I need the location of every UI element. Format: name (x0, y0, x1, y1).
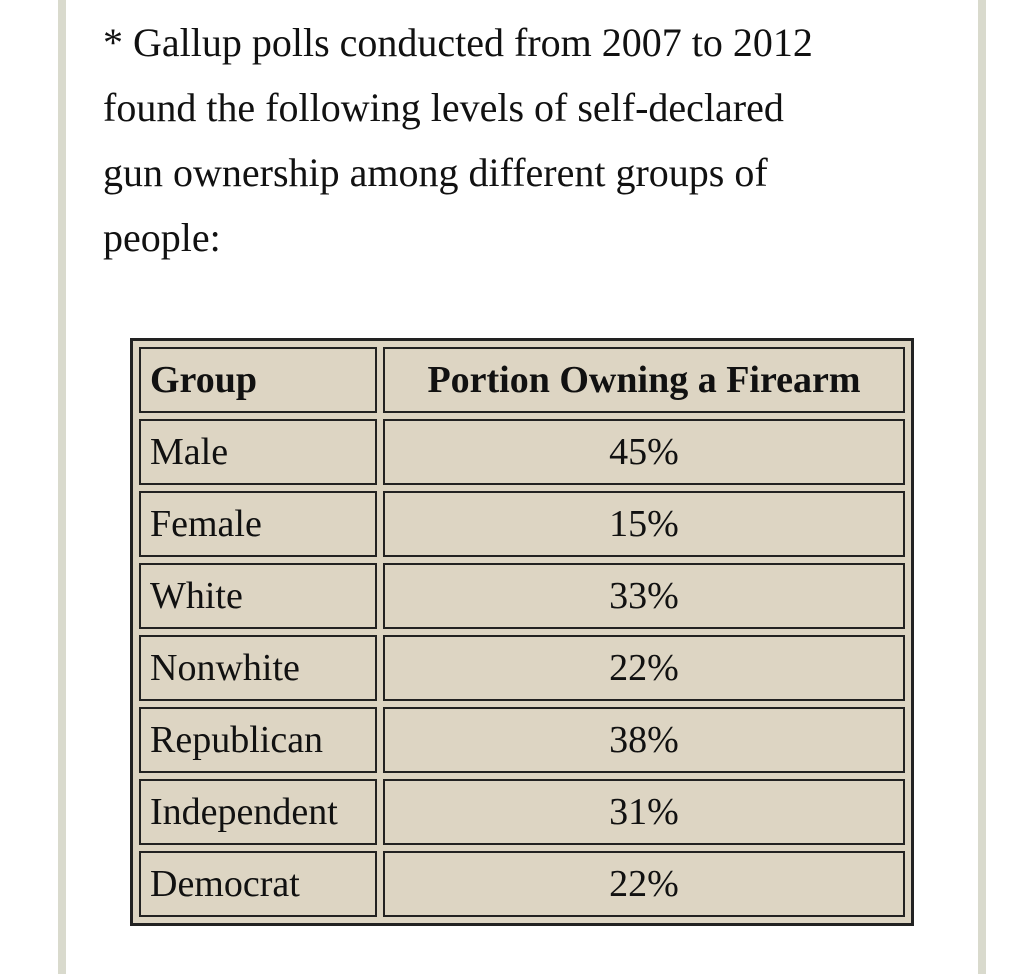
table-row: Republican 38% (139, 707, 905, 773)
left-rail (58, 0, 66, 974)
header-cell: Portion Owning a Firearm (383, 347, 905, 413)
value-cell: 15% (383, 491, 905, 557)
group-cell: Female (139, 491, 377, 557)
table-row: Nonwhite 22% (139, 635, 905, 701)
intro-line: people: (103, 215, 221, 260)
intro-line: gun ownership among different groups of (103, 150, 768, 195)
intro-text: * Gallup polls conducted from 2007 to 20… (103, 10, 813, 270)
intro-line: * Gallup polls conducted from 2007 to 20… (103, 20, 813, 65)
value-cell: 45% (383, 419, 905, 485)
table-row: White 33% (139, 563, 905, 629)
table-row: Male 45% (139, 419, 905, 485)
value-cell: 22% (383, 851, 905, 917)
value-cell: 38% (383, 707, 905, 773)
table-row: Democrat 22% (139, 851, 905, 917)
group-cell: Democrat (139, 851, 377, 917)
table-row: Independent 31% (139, 779, 905, 845)
header-cell: Group (139, 347, 377, 413)
group-cell: Nonwhite (139, 635, 377, 701)
ownership-table: Group Portion Owning a Firearm Male 45% Fe… (130, 338, 914, 926)
right-rail (978, 0, 986, 974)
group-cell: Republican (139, 707, 377, 773)
group-cell: Male (139, 419, 377, 485)
value-cell: 33% (383, 563, 905, 629)
header-row: Group Portion Owning a Firearm (139, 347, 905, 413)
intro-line: found the following levels of self-decla… (103, 85, 784, 130)
group-cell: Independent (139, 779, 377, 845)
table-row: Female 15% (139, 491, 905, 557)
group-cell: White (139, 563, 377, 629)
value-cell: 22% (383, 635, 905, 701)
value-cell: 31% (383, 779, 905, 845)
